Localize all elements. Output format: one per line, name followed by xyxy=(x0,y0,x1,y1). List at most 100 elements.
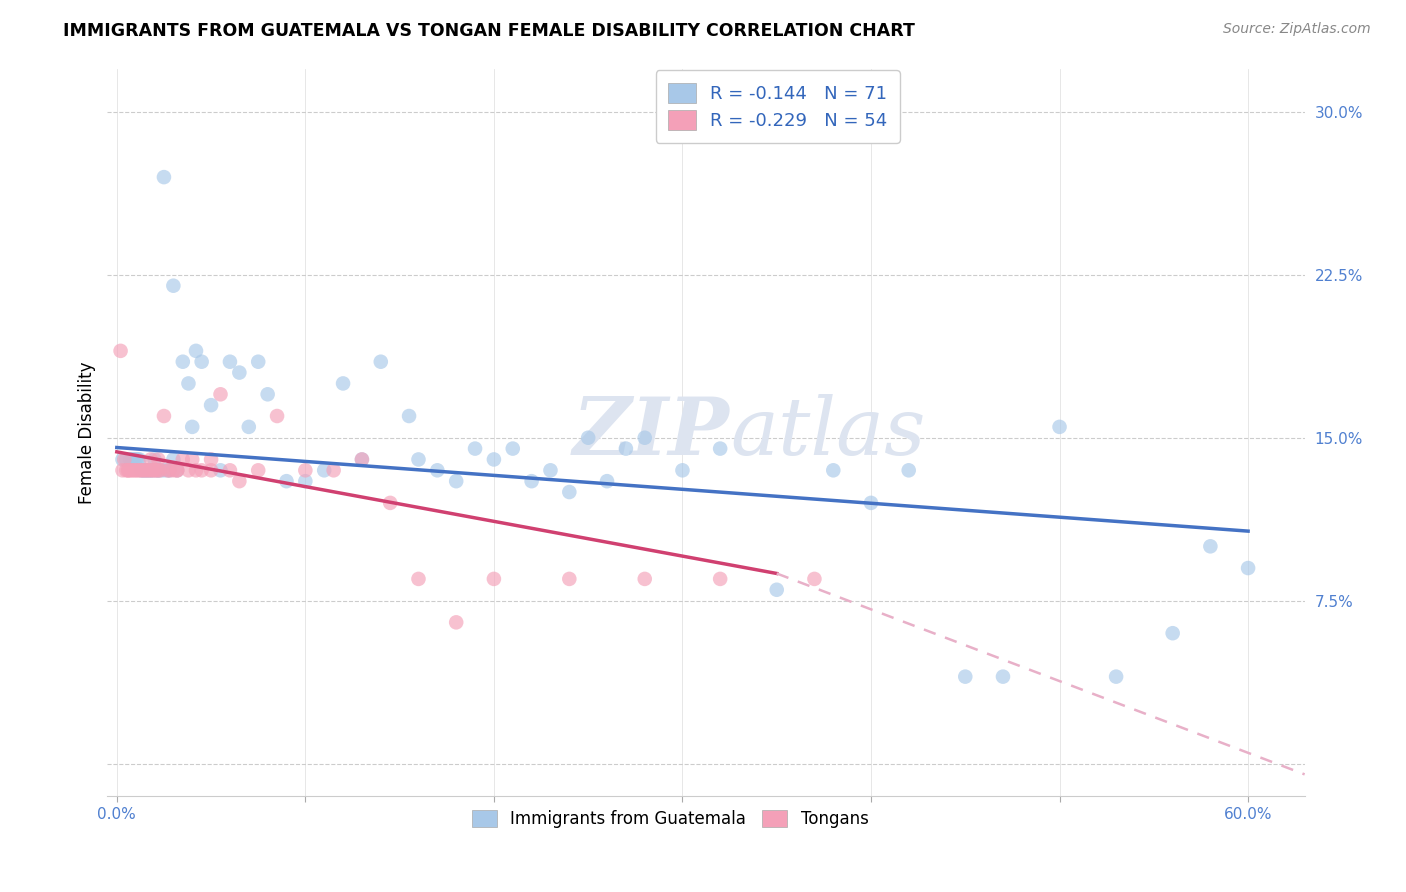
Point xyxy=(803,572,825,586)
Point xyxy=(111,463,134,477)
Point xyxy=(426,463,449,477)
Point xyxy=(143,452,166,467)
Text: IMMIGRANTS FROM GUATEMALA VS TONGAN FEMALE DISABILITY CORRELATION CHART: IMMIGRANTS FROM GUATEMALA VS TONGAN FEMA… xyxy=(63,22,915,40)
Point xyxy=(1199,539,1222,553)
Point xyxy=(200,452,222,467)
Point xyxy=(142,463,165,477)
Point xyxy=(162,452,184,467)
Point xyxy=(322,463,344,477)
Point xyxy=(148,452,170,467)
Point xyxy=(134,463,156,477)
Point xyxy=(131,463,153,477)
Point xyxy=(398,409,420,423)
Point xyxy=(153,463,176,477)
Point xyxy=(127,463,149,477)
Point xyxy=(124,463,146,477)
Point xyxy=(145,463,167,477)
Point xyxy=(634,572,657,586)
Point xyxy=(153,170,176,185)
Point xyxy=(118,452,141,467)
Point xyxy=(156,463,179,477)
Point xyxy=(148,463,170,477)
Point xyxy=(177,376,200,391)
Point xyxy=(136,463,159,477)
Point xyxy=(520,474,543,488)
Point xyxy=(177,463,200,477)
Point xyxy=(127,452,149,467)
Point xyxy=(219,463,242,477)
Point xyxy=(294,474,316,488)
Point xyxy=(122,452,145,467)
Point xyxy=(111,452,134,467)
Point xyxy=(765,582,787,597)
Point xyxy=(247,355,270,369)
Point xyxy=(200,398,222,412)
Point xyxy=(145,463,167,477)
Point xyxy=(671,463,693,477)
Point xyxy=(136,463,159,477)
Point xyxy=(149,463,172,477)
Point xyxy=(132,463,155,477)
Point xyxy=(540,463,562,477)
Point xyxy=(110,343,132,358)
Point xyxy=(156,463,179,477)
Point xyxy=(139,463,162,477)
Point xyxy=(1105,670,1128,684)
Point xyxy=(482,572,505,586)
Point xyxy=(614,442,637,456)
Point xyxy=(134,463,156,477)
Point xyxy=(115,452,138,467)
Point xyxy=(464,442,486,456)
Point xyxy=(162,463,184,477)
Point xyxy=(124,452,146,467)
Point xyxy=(166,463,188,477)
Point xyxy=(128,452,150,467)
Point xyxy=(159,463,181,477)
Point xyxy=(172,355,194,369)
Text: atlas: atlas xyxy=(730,393,925,471)
Point xyxy=(266,409,288,423)
Point xyxy=(112,452,135,467)
Point xyxy=(190,463,212,477)
Point xyxy=(228,366,250,380)
Point xyxy=(823,463,845,477)
Point xyxy=(596,474,619,488)
Point xyxy=(200,463,222,477)
Point xyxy=(558,485,581,500)
Point xyxy=(132,463,155,477)
Point xyxy=(314,463,336,477)
Point xyxy=(350,452,373,467)
Point xyxy=(444,474,467,488)
Point xyxy=(709,442,731,456)
Point xyxy=(138,463,160,477)
Point xyxy=(408,452,430,467)
Point xyxy=(332,376,354,391)
Point xyxy=(172,452,194,467)
Point xyxy=(350,452,373,467)
Point xyxy=(1161,626,1184,640)
Point xyxy=(709,572,731,586)
Point xyxy=(181,420,204,434)
Point xyxy=(1049,420,1071,434)
Point xyxy=(166,463,188,477)
Point xyxy=(184,343,207,358)
Point xyxy=(115,463,138,477)
Point xyxy=(897,463,920,477)
Point xyxy=(219,355,242,369)
Point xyxy=(143,463,166,477)
Point xyxy=(159,463,181,477)
Point xyxy=(122,463,145,477)
Text: ZIP: ZIP xyxy=(574,393,730,471)
Point xyxy=(634,431,657,445)
Text: Source: ZipAtlas.com: Source: ZipAtlas.com xyxy=(1223,22,1371,37)
Point xyxy=(256,387,278,401)
Point xyxy=(502,442,524,456)
Point xyxy=(117,463,139,477)
Point xyxy=(153,409,176,423)
Point xyxy=(991,670,1014,684)
Point xyxy=(139,463,162,477)
Point xyxy=(149,463,172,477)
Legend: Immigrants from Guatemala, Tongans: Immigrants from Guatemala, Tongans xyxy=(465,804,876,835)
Point xyxy=(148,463,170,477)
Point xyxy=(955,670,977,684)
